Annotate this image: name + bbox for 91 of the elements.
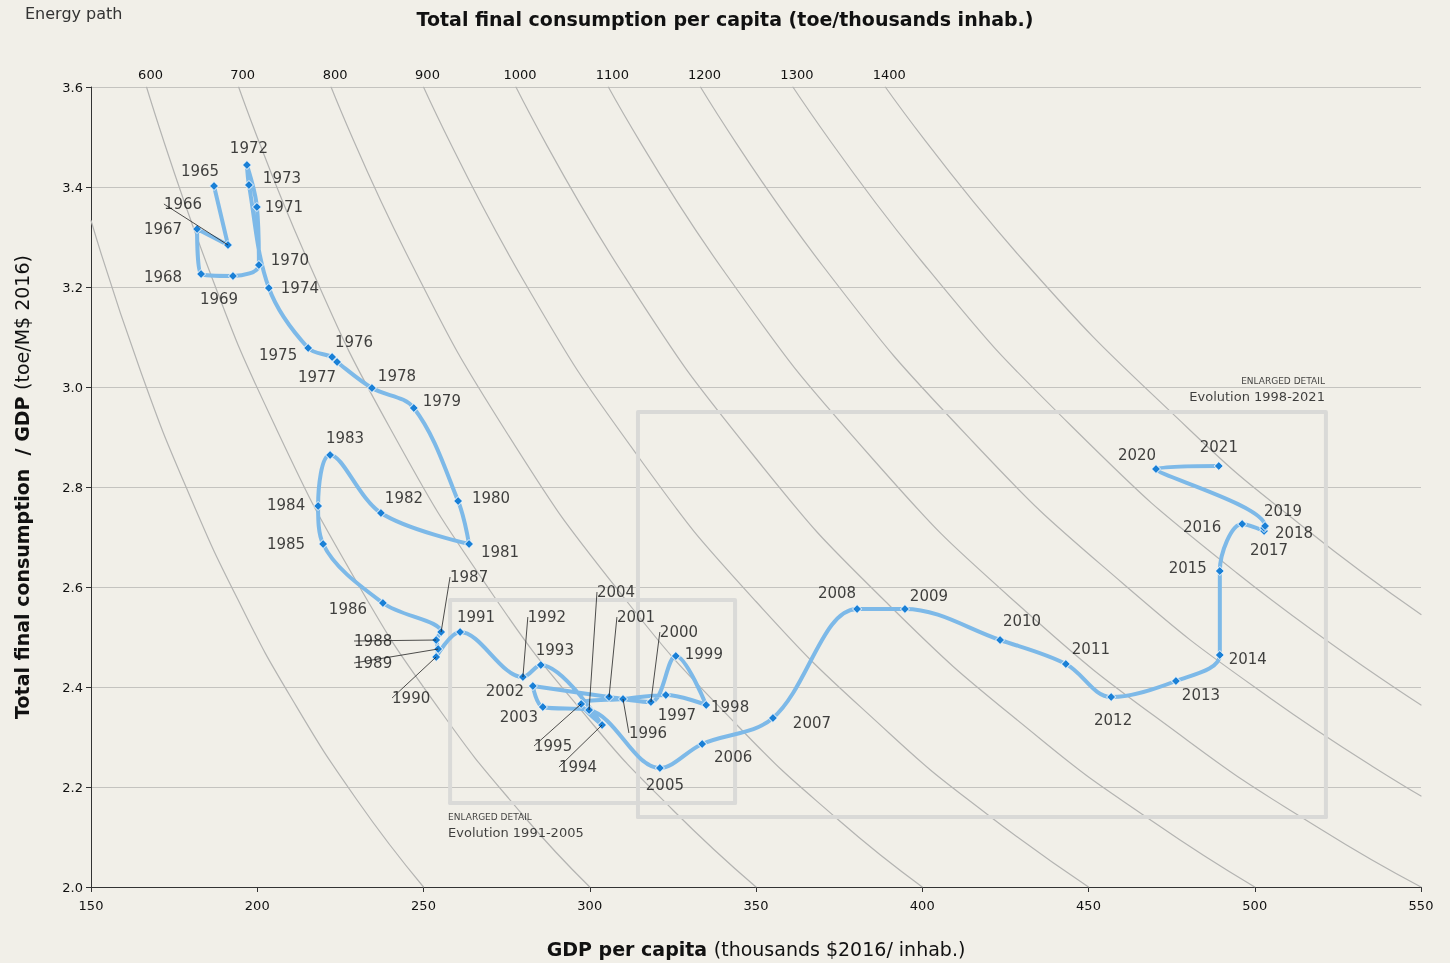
chart-subtitle: Total final consumption per capita (toe/thousands inhab.) <box>416 7 1034 30</box>
annotation: 1969 <box>199 290 239 308</box>
annotation: 1971 <box>264 198 304 216</box>
annotation: Evolution 1998-2021 <box>1189 388 1325 404</box>
annotation: 1993 <box>535 641 574 659</box>
series-label: 900 <box>415 67 440 82</box>
annotation: ENLARGED DETAIL <box>1241 376 1325 386</box>
x-tick-label: 350 <box>743 898 769 913</box>
y-axis-title: Total final consumption / GDP (toe/M$ 2016) <box>10 255 33 719</box>
series-label: 800 <box>322 67 348 82</box>
annotation: 2019 <box>1263 502 1303 520</box>
series-label: 1400 <box>872 67 906 82</box>
x-tick-label: 250 <box>411 898 436 913</box>
annotation: 2007 <box>792 714 832 732</box>
x-tick-label: 150 <box>78 898 104 913</box>
y-tick-label: 2.2 <box>62 779 83 795</box>
annotation: 1965 <box>180 162 220 180</box>
y-tick-label: 2.4 <box>62 679 83 695</box>
annotation: 2009 <box>909 587 949 605</box>
annotation: 1987 <box>450 568 489 586</box>
annotation: 2015 <box>1168 559 1207 577</box>
annotation: 1983 <box>325 429 365 447</box>
annotation: 1992 <box>527 608 567 626</box>
x-axis-title: GDP per capita (thousands $2016/ inhab.) <box>546 937 966 960</box>
series-label: 1300 <box>780 67 814 82</box>
chart-title: Energy path <box>25 3 123 23</box>
annotation: 2017 <box>1249 541 1289 559</box>
annotation: 1996 <box>628 724 668 742</box>
annotation: 1984 <box>267 496 306 514</box>
annotation: 1982 <box>384 489 424 507</box>
series-label: 1200 <box>687 67 722 82</box>
annotation: ENLARGED DETAIL <box>448 812 532 822</box>
annotation: 1975 <box>259 346 298 364</box>
annotation: 1991 <box>456 608 496 626</box>
annotation: 2004 <box>596 583 636 601</box>
annotation: 2001 <box>616 608 656 626</box>
annotation: 2002 <box>485 682 524 700</box>
annotation: 1968 <box>143 268 183 286</box>
series-label: 1000 <box>503 67 537 82</box>
y-tick-label: 2.6 <box>62 579 83 595</box>
annotation: 1974 <box>280 279 319 297</box>
annotation: 2020 <box>1117 446 1157 464</box>
annotation: 2013 <box>1181 686 1221 704</box>
y-tick-label: 3.4 <box>62 179 83 195</box>
annotation: 2005 <box>645 776 684 794</box>
x-tick-label: 450 <box>1076 898 1101 913</box>
annotation: 1997 <box>657 706 696 724</box>
annotation: 1986 <box>328 600 368 618</box>
annotation: 1999 <box>684 645 723 663</box>
annotation: 1966 <box>163 195 203 213</box>
annotation: 1980 <box>471 489 511 507</box>
y-tick-label: 2.8 <box>62 479 83 495</box>
x-tick-label: 500 <box>1242 898 1268 913</box>
annotation: 1981 <box>480 543 520 561</box>
y-tick-label: 3.2 <box>62 279 83 295</box>
y-tick-label: 3.0 <box>62 379 83 395</box>
annotation: 2016 <box>1183 518 1222 536</box>
annotation: 2010 <box>1002 612 1042 630</box>
annotation: 1970 <box>270 251 310 269</box>
annotation: 1995 <box>534 737 573 755</box>
annotation: 2018 <box>1274 524 1314 542</box>
annotation: 2008 <box>817 584 857 602</box>
annotation: 1976 <box>334 333 374 351</box>
annotation: 1973 <box>262 169 302 187</box>
y-tick-label: 3.6 <box>62 79 83 95</box>
annotation: 1989 <box>354 654 393 672</box>
annotation: Evolution 1991-2005 <box>448 824 584 840</box>
annotation: 1972 <box>229 139 269 157</box>
annotation: 1990 <box>392 689 431 707</box>
x-tick-label: 400 <box>909 898 935 913</box>
x-tick-label: 550 <box>1408 898 1434 913</box>
x-tick-label: 200 <box>244 898 270 913</box>
y-tick-label: 2.0 <box>62 879 83 895</box>
annotation: 1985 <box>266 535 306 553</box>
series-label: 1100 <box>595 67 629 82</box>
annotation: 1967 <box>143 220 183 238</box>
annotation: 1994 <box>558 758 598 776</box>
x-tick-label: 300 <box>577 898 603 913</box>
annotation: 1978 <box>377 367 417 385</box>
annotation: 2000 <box>659 623 699 641</box>
annotation: 1998 <box>711 698 750 716</box>
annotation: 2011 <box>1071 640 1110 658</box>
annotation: 2003 <box>499 708 538 726</box>
annotation: 2014 <box>1228 650 1267 668</box>
annotation: 2021 <box>1199 438 1238 456</box>
series-label: 700 <box>230 67 256 82</box>
annotation: 1977 <box>297 368 337 386</box>
series-label: 600 <box>138 67 163 82</box>
annotation: 2006 <box>714 748 753 766</box>
annotation: 1979 <box>422 392 461 410</box>
annotation: 2012 <box>1094 711 1133 729</box>
